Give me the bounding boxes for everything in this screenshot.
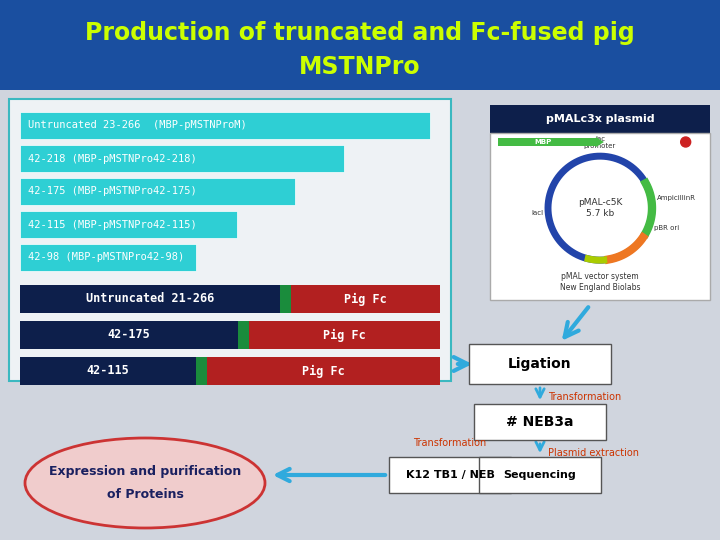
Text: Transformation: Transformation [548, 392, 621, 402]
Text: lacI: lacI [531, 210, 543, 216]
Bar [197, 357, 207, 385]
Text: Transformation: Transformation [413, 438, 487, 448]
Bar [20, 211, 238, 238]
Text: Pig Fc: Pig Fc [344, 293, 387, 306]
Text: MSTNPro: MSTNPro [300, 55, 420, 79]
Text: Pig Fc: Pig Fc [302, 364, 345, 377]
Text: lac
promoter: lac promoter [584, 136, 616, 149]
Text: pMAL-c5K
5.7 kb: pMAL-c5K 5.7 kb [578, 198, 622, 218]
Text: pMALc3x plasmid: pMALc3x plasmid [546, 114, 654, 124]
Bar [238, 321, 249, 349]
FancyBboxPatch shape [474, 404, 606, 440]
Text: 42-115 (MBP-pMSTNPro42-115): 42-115 (MBP-pMSTNPro42-115) [28, 219, 197, 230]
Text: K12 TB1 / NEB: K12 TB1 / NEB [405, 470, 495, 480]
Text: Production of truncated and Fc-fused pig: Production of truncated and Fc-fused pig [85, 21, 635, 45]
Bar [20, 112, 430, 139]
Bar [490, 105, 710, 133]
Bar [291, 285, 440, 313]
FancyBboxPatch shape [389, 457, 511, 493]
Text: AmpicillinR: AmpicillinR [657, 195, 696, 201]
Bar [20, 145, 344, 172]
Bar [20, 357, 197, 385]
Bar [20, 244, 197, 271]
FancyArrow shape [498, 137, 604, 147]
Bar [20, 285, 280, 313]
Text: 42-115: 42-115 [87, 364, 130, 377]
Bar [249, 321, 440, 349]
Bar [0, 0, 720, 90]
Text: pMAL vector system
New England Biolabs: pMAL vector system New England Biolabs [559, 272, 640, 292]
Bar [490, 133, 710, 300]
Text: pBR ori: pBR ori [654, 225, 679, 231]
Ellipse shape [25, 438, 265, 528]
Text: Untruncated 23-266  (MBP-pMSTNProM): Untruncated 23-266 (MBP-pMSTNProM) [28, 120, 247, 131]
FancyBboxPatch shape [479, 457, 601, 493]
Bar [20, 321, 238, 349]
Text: Ligation: Ligation [508, 357, 572, 371]
Text: 42-218 (MBP-pMSTNPro42-218): 42-218 (MBP-pMSTNPro42-218) [28, 153, 197, 164]
Text: Expression and purification: Expression and purification [49, 464, 241, 477]
Text: Pig Fc: Pig Fc [323, 328, 366, 341]
FancyBboxPatch shape [469, 344, 611, 384]
Bar [280, 285, 291, 313]
Text: Untruncated 21-266: Untruncated 21-266 [86, 293, 215, 306]
Text: # NEB3a: # NEB3a [506, 415, 574, 429]
Text: 42-98 (MBP-pMSTNPro42-98): 42-98 (MBP-pMSTNPro42-98) [28, 253, 184, 262]
Bar [207, 357, 440, 385]
Text: of Proteins: of Proteins [107, 489, 184, 502]
Circle shape [680, 137, 690, 147]
Text: Sequencing: Sequencing [503, 470, 577, 480]
FancyBboxPatch shape [9, 99, 451, 381]
Text: Plasmid extraction: Plasmid extraction [548, 448, 639, 458]
Text: 42-175 (MBP-pMSTNPro42-175): 42-175 (MBP-pMSTNPro42-175) [28, 186, 197, 197]
Text: 42-175: 42-175 [108, 328, 150, 341]
Bar [20, 178, 294, 205]
Text: MBP: MBP [534, 139, 552, 145]
